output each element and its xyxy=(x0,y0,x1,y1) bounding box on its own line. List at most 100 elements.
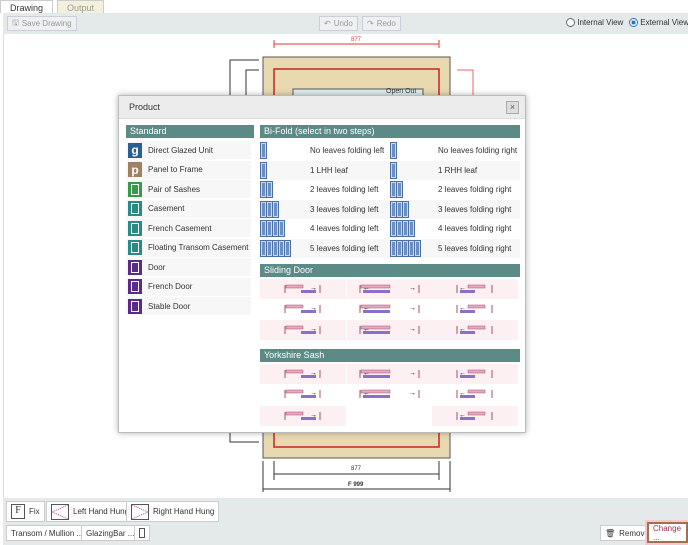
svg-text:←: ← xyxy=(459,370,466,377)
external-view-label: External View xyxy=(640,18,688,27)
yorkshire-sash-option[interactable]: → xyxy=(260,384,346,404)
bifold-option-left[interactable]: 4 leaves folding left xyxy=(260,219,390,238)
product-item[interactable]: French Casement xyxy=(126,219,251,237)
bifold-option-right[interactable]: 5 leaves folding right xyxy=(390,239,520,258)
product-item[interactable]: Door xyxy=(126,258,251,276)
bifold-label: 2 leaves folding right xyxy=(438,185,512,194)
internal-view-label: Internal View xyxy=(577,18,624,27)
product-label: Casement xyxy=(148,204,185,213)
sliding-configuration-icon: →← xyxy=(359,304,420,313)
svg-text:→: → xyxy=(310,370,317,377)
svg-text:→: → xyxy=(409,326,416,333)
bifold-option-right[interactable]: No leaves folding right xyxy=(390,141,520,160)
save-drawing-button[interactable]: 🖫 Save Drawing xyxy=(7,16,77,31)
product-item[interactable]: g Direct Glazed Unit xyxy=(126,141,251,159)
right-hand-hung-button[interactable]: Right Hand Hung xyxy=(126,501,220,522)
bifold-option-left[interactable]: 3 leaves folding left xyxy=(260,200,390,219)
sliding-door-option[interactable]: → ← xyxy=(347,320,433,340)
bifold-leaves-icon xyxy=(260,239,291,257)
dialog-title: Product xyxy=(119,96,525,119)
svg-text:→: → xyxy=(310,412,317,419)
sliding-door-option[interactable]: → ← xyxy=(347,279,433,299)
bifold-label: 2 leaves folding left xyxy=(310,185,379,194)
bifold-label: 5 leaves folding right xyxy=(438,243,512,253)
product-item[interactable]: Casement xyxy=(126,199,251,218)
save-icon: 🖫 xyxy=(12,17,19,27)
bifold-option-right[interactable]: 4 leaves folding right xyxy=(390,219,520,238)
internal-view-radio[interactable]: Internal View xyxy=(566,18,624,28)
bifold-row: No leaves folding left No leaves folding … xyxy=(260,141,520,160)
fix-button[interactable]: F Fix xyxy=(6,501,45,522)
sliding-door-option[interactable]: → xyxy=(260,299,346,319)
svg-text:→: → xyxy=(310,285,317,292)
blank-button[interactable] xyxy=(134,525,150,541)
sliding-door-option[interactable]: → xyxy=(260,279,346,299)
fix-label: Fix xyxy=(29,507,40,516)
close-button[interactable]: × xyxy=(506,101,519,114)
bifold-leaves-icon xyxy=(260,161,267,179)
sliding-configuration-icon: →← xyxy=(359,325,420,334)
sliding-configuration-icon: ← xyxy=(456,325,493,334)
external-view-radio[interactable]: External View xyxy=(629,18,688,28)
bifold-leaves-icon xyxy=(390,239,421,257)
yorkshire-sash-option[interactable]: → ← xyxy=(347,384,433,404)
yorkshire-sash-option[interactable]: ← xyxy=(432,406,518,426)
product-icon xyxy=(128,240,142,255)
product-item[interactable]: Floating Transom Casement xyxy=(126,238,251,257)
sliding-door-option[interactable]: → ← xyxy=(347,299,433,319)
bifold-option-left[interactable]: No leaves folding left xyxy=(260,141,390,160)
yorkshire-sash-option[interactable]: ← xyxy=(432,384,518,404)
product-item[interactable]: p Panel to Frame xyxy=(126,160,251,179)
bifold-leaves-icon xyxy=(260,200,279,218)
lhh-label: Left Hand Hung xyxy=(73,507,130,516)
yorkshire-sash-option[interactable]: → ← xyxy=(347,364,433,384)
product-icon xyxy=(128,181,142,197)
glazing-bar-button[interactable]: GlazingBar ... xyxy=(81,525,140,541)
undo-button[interactable]: ↶ Undo xyxy=(319,16,358,31)
svg-text:→: → xyxy=(409,305,416,312)
left-hand-hung-icon xyxy=(51,503,69,520)
bifold-label: 3 leaves folding right xyxy=(438,204,512,214)
product-icon xyxy=(128,201,142,216)
transom-mullion-button[interactable]: Transom / Mullion ... xyxy=(6,525,89,541)
change-button[interactable]: Change ... xyxy=(647,522,688,543)
sliding-door-option[interactable]: → xyxy=(260,320,346,340)
svg-text:→: → xyxy=(409,370,416,377)
sliding-configuration-icon: →← xyxy=(359,389,420,398)
bifold-row: 1 LHH leaf 1 RHH leaf xyxy=(260,160,520,180)
bifold-option-left[interactable]: 1 LHH leaf xyxy=(260,161,390,180)
product-icon xyxy=(128,298,142,314)
remove-button[interactable]: 🗑 Remove xyxy=(600,525,654,541)
bifold-option-left[interactable]: 2 leaves folding left xyxy=(260,180,390,199)
left-hand-hung-button[interactable]: Left Hand Hung xyxy=(46,501,135,522)
product-item[interactable]: Pair of Sashes xyxy=(126,180,251,198)
svg-text:←: ← xyxy=(459,305,466,312)
tab-drawing[interactable]: Drawing xyxy=(0,0,54,13)
sliding-configuration-icon: →← xyxy=(359,369,420,378)
svg-text:←: ← xyxy=(459,412,466,419)
sliding-configuration-icon: ← xyxy=(456,369,493,378)
svg-text:←: ← xyxy=(459,285,466,292)
product-item[interactable]: Stable Door xyxy=(126,297,251,315)
sliding-configuration-icon: ← xyxy=(456,284,493,293)
bifold-option-left[interactable]: 5 leaves folding left xyxy=(260,239,390,258)
product-dialog: Product × Standard g Direct Glazed Unit p P… xyxy=(118,95,526,433)
redo-button[interactable]: ↷ Redo xyxy=(362,16,401,31)
sliding-door-option[interactable]: ← xyxy=(432,320,518,340)
yorkshire-sash-option[interactable]: → xyxy=(260,364,346,384)
yorkshire-sash-option[interactable]: ← xyxy=(432,364,518,384)
bifold-option-right[interactable]: 1 RHH leaf xyxy=(390,161,520,180)
product-label: Floating Transom Casement xyxy=(148,243,249,252)
bifold-option-right[interactable]: 2 leaves folding right xyxy=(390,180,520,199)
bifold-label: 3 leaves folding left xyxy=(310,204,379,214)
bifold-leaves-icon xyxy=(390,181,403,198)
bifold-option-right[interactable]: 3 leaves folding right xyxy=(390,200,520,219)
product-item[interactable]: French Door xyxy=(126,277,251,296)
sliding-door-option[interactable]: ← xyxy=(432,299,518,319)
bifold-label: 1 RHH leaf xyxy=(438,165,478,175)
sliding-door-option[interactable]: ← xyxy=(432,279,518,299)
tab-output[interactable]: Output xyxy=(57,0,105,13)
yorkshire-sash-option[interactable]: → xyxy=(260,406,346,426)
sliding-configuration-icon: ← xyxy=(456,304,493,313)
product-icon xyxy=(128,279,142,294)
